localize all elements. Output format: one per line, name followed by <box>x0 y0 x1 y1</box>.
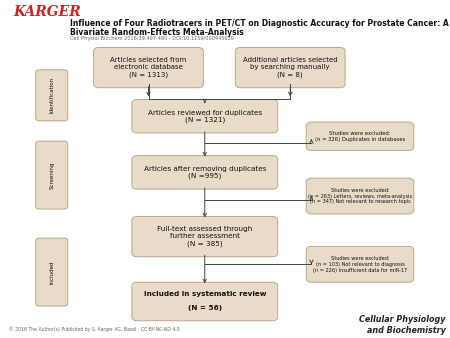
Text: Studies were excluded:
(n = 103) Not relevant to diagnosis
(n = 226) Insufficien: Studies were excluded: (n = 103) Not rel… <box>313 256 407 273</box>
FancyBboxPatch shape <box>132 217 278 257</box>
FancyBboxPatch shape <box>306 122 414 150</box>
Text: Cell Physiol Biochem 2016;39:467-480 · DOI:10.1159/000445639: Cell Physiol Biochem 2016;39:467-480 · D… <box>70 36 234 41</box>
FancyBboxPatch shape <box>36 238 68 306</box>
Text: Screening: Screening <box>49 162 54 189</box>
FancyBboxPatch shape <box>94 47 203 88</box>
Text: Identification: Identification <box>49 77 54 113</box>
Text: Included: Included <box>49 260 54 284</box>
Text: © 2016 The Author(s) Published by S. Karger AG, Basel · CC BY-NC-ND 4.0: © 2016 The Author(s) Published by S. Kar… <box>9 326 180 332</box>
FancyBboxPatch shape <box>132 99 278 133</box>
Text: Studies were excluded:
(n = 263) Letters, reviews, meta-analysis
(n = 347) Not r: Studies were excluded: (n = 263) Letters… <box>308 188 412 204</box>
FancyBboxPatch shape <box>132 282 278 321</box>
Text: Articles selected from
electronic database
(N = 1313): Articles selected from electronic databa… <box>110 57 187 78</box>
Text: Studies were excluded:
(n = 326) Duplicates in databases: Studies were excluded: (n = 326) Duplica… <box>315 131 405 142</box>
Text: Included in systematic review

(N = 56): Included in systematic review (N = 56) <box>144 291 266 312</box>
Text: Influence of Four Radiotracers in PET/CT on Diagnostic Accuracy for Prostate Can: Influence of Four Radiotracers in PET/CT… <box>70 19 449 28</box>
FancyBboxPatch shape <box>235 47 345 88</box>
Text: Bivariate Random-Effects Meta-Analysis: Bivariate Random-Effects Meta-Analysis <box>70 28 243 37</box>
Text: Full-text assessed through
further assessment
(N = 385): Full-text assessed through further asses… <box>157 226 252 247</box>
FancyBboxPatch shape <box>36 141 68 209</box>
Text: Additional articles selected
by searching manually
(N = 8): Additional articles selected by searchin… <box>243 57 338 78</box>
Text: KARGER: KARGER <box>14 5 81 19</box>
FancyBboxPatch shape <box>306 246 414 282</box>
Text: Cellular Physiology
and Biochemistry: Cellular Physiology and Biochemistry <box>359 315 446 335</box>
Text: Articles after removing duplicates
(N =995): Articles after removing duplicates (N =9… <box>144 166 266 179</box>
Text: Articles reviewed for duplicates
(N = 1321): Articles reviewed for duplicates (N = 13… <box>148 110 262 123</box>
FancyBboxPatch shape <box>132 155 278 189</box>
FancyBboxPatch shape <box>36 70 68 121</box>
FancyBboxPatch shape <box>306 178 414 214</box>
